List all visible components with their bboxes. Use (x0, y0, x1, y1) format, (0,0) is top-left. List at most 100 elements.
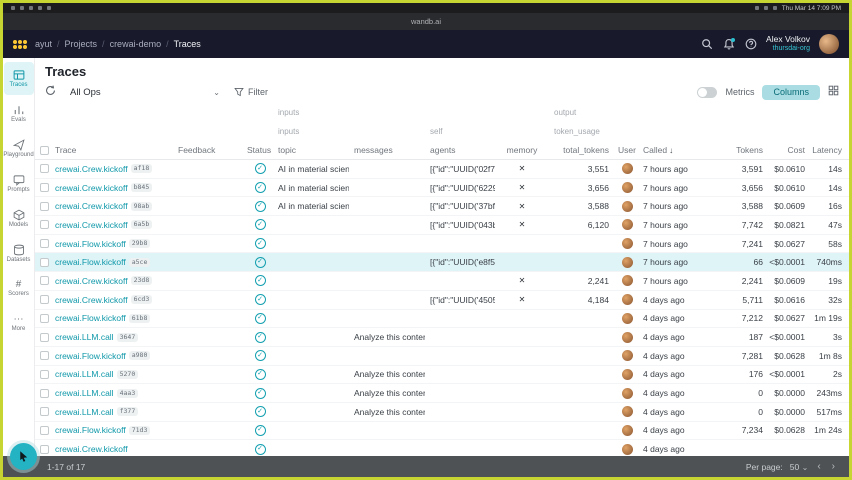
col-topic[interactable]: topic (278, 145, 296, 155)
trace-link[interactable]: crewai.LLM.call (55, 332, 114, 343)
trace-link[interactable]: crewai.LLM.call (55, 369, 114, 380)
col-agents[interactable]: agents (430, 145, 456, 155)
table-row[interactable]: crewai.LLM.call 5270 ✓ Analyze this cont… (35, 366, 849, 385)
trace-link[interactable]: crewai.Flow.kickoff (55, 350, 126, 361)
status-success-icon: ✓ (254, 294, 266, 306)
col-memory[interactable]: memory (506, 145, 538, 155)
trace-link[interactable]: crewai.Crew.kickoff (55, 275, 128, 286)
table-row[interactable]: crewai.Flow.kickoff 61b8 ✓ 4 days ago 7,… (35, 310, 849, 329)
row-checkbox[interactable] (39, 407, 49, 417)
tokens-cell: 3,588 (741, 201, 763, 212)
table-row[interactable]: crewai.Crew.kickoff 98ab ✓ AI in materia… (35, 197, 849, 217)
table-row[interactable]: crewai.Crew.kickoff af18 ✓ AI in materia… (35, 160, 849, 179)
row-checkbox[interactable] (39, 313, 49, 323)
trace-link[interactable]: crewai.LLM.call (55, 388, 114, 399)
search-icon[interactable] (700, 38, 713, 51)
table-row[interactable]: crewai.Crew.kickoff ✓ 4 days ago (35, 440, 849, 456)
sidebar-item-datasets[interactable]: Datasets (4, 237, 34, 270)
trace-link[interactable]: crewai.Crew.kickoff (55, 163, 128, 174)
trace-link[interactable]: crewai.Flow.kickoff (55, 238, 126, 249)
latency-cell: 740ms (816, 257, 842, 268)
row-checkbox[interactable] (39, 332, 49, 342)
row-checkbox[interactable] (39, 257, 49, 267)
trace-link[interactable]: crewai.Flow.kickoff (55, 257, 126, 268)
trace-link[interactable]: crewai.Crew.kickoff (55, 444, 128, 455)
sidebar-item-models[interactable]: Models (4, 202, 34, 235)
col-trace[interactable]: Trace (55, 145, 77, 155)
ops-filter-select[interactable]: All Ops ⌄ (70, 87, 220, 98)
prev-page-button[interactable]: ‹ (817, 461, 821, 472)
col-user[interactable]: User (618, 145, 636, 155)
table-row[interactable]: crewai.Crew.kickoff 23d8 ✓ ✕ 2,241 7 hou… (35, 272, 849, 291)
wandb-logo[interactable] (13, 39, 27, 49)
breadcrumb-page[interactable]: Traces (173, 39, 201, 49)
table-row[interactable]: crewai.Flow.kickoff a980 ✓ 4 days ago 7,… (35, 347, 849, 366)
next-page-button[interactable]: › (831, 461, 835, 472)
sidebar-item-scorers[interactable]: # Scorers (8, 279, 29, 298)
col-cost[interactable]: Cost (787, 145, 805, 155)
row-checkbox[interactable] (39, 276, 49, 286)
row-checkbox[interactable] (39, 201, 49, 211)
row-checkbox[interactable] (39, 164, 49, 174)
row-checkbox[interactable] (39, 388, 49, 398)
table-row[interactable]: crewai.LLM.call 4aa3 ✓ Analyze this cont… (35, 384, 849, 403)
table-row[interactable]: crewai.Crew.kickoff b845 ✓ AI in materia… (35, 179, 849, 198)
user-avatar[interactable] (819, 34, 839, 54)
sidebar-item-traces[interactable]: Traces (3, 62, 34, 95)
row-checkbox[interactable] (39, 351, 49, 361)
latency-cell: 517ms (816, 406, 842, 417)
sidebar-item-prompts[interactable]: Prompts (4, 167, 34, 200)
filter-button[interactable]: Filter (234, 87, 268, 97)
row-checkbox[interactable] (39, 444, 49, 454)
sidebar-item-playground[interactable]: Playground (3, 132, 34, 165)
sidebar-item-more[interactable]: ⋯ More (11, 314, 26, 333)
sort-desc-icon[interactable]: ↓ (669, 146, 674, 155)
menubar-status-icon (29, 6, 33, 10)
col-total-tokens[interactable]: total_tokens (563, 145, 609, 155)
columns-button[interactable]: Columns (762, 84, 820, 100)
table-row[interactable]: crewai.Flow.kickoff a5ce ✓ [{"id":"UUID(… (35, 253, 849, 273)
metrics-toggle[interactable] (697, 86, 718, 98)
help-icon[interactable] (744, 38, 757, 51)
col-latency[interactable]: Latency (812, 145, 842, 155)
row-checkbox[interactable] (39, 369, 49, 379)
table-row[interactable]: crewai.LLM.call f377 ✓ Analyze this cont… (35, 403, 849, 422)
table-row[interactable]: crewai.LLM.call 3647 ✓ Analyze this cont… (35, 328, 849, 347)
trace-link[interactable]: crewai.Crew.kickoff (55, 201, 128, 212)
trace-link[interactable]: crewai.Flow.kickoff (55, 425, 126, 436)
table-row[interactable]: crewai.Crew.kickoff 6a5b ✓ [{"id":"UUID(… (35, 216, 849, 235)
table-row[interactable]: crewai.Flow.kickoff 71d3 ✓ 4 days ago 7,… (35, 422, 849, 441)
trace-link[interactable]: crewai.Crew.kickoff (55, 294, 128, 305)
row-checkbox[interactable] (39, 220, 49, 230)
row-checkbox[interactable] (39, 183, 49, 193)
table-row[interactable]: crewai.Crew.kickoff 6cd3 ✓ [{"id":"UUID(… (35, 291, 849, 310)
grid-view-icon[interactable] (828, 83, 839, 101)
breadcrumb-project[interactable]: crewai-demo (109, 39, 162, 49)
col-called[interactable]: Called ↓ (643, 145, 674, 155)
trace-link[interactable]: crewai.Crew.kickoff (55, 219, 128, 230)
select-all-checkbox[interactable] (39, 145, 49, 155)
row-checkbox[interactable] (39, 425, 49, 435)
row-checkbox[interactable] (39, 239, 49, 249)
col-tokens[interactable]: Tokens (736, 145, 763, 155)
breadcrumb-entity[interactable]: ayut (35, 39, 53, 49)
table-row[interactable]: crewai.Flow.kickoff 29b8 ✓ 7 hours ago 7… (35, 235, 849, 254)
trace-link[interactable]: crewai.LLM.call (55, 406, 114, 417)
notifications-bell-icon[interactable] (722, 37, 736, 51)
tokens-cell: 7,281 (741, 350, 763, 361)
user-block[interactable]: Alex Volkov thursdai-org (766, 34, 810, 53)
col-status[interactable]: Status (247, 145, 272, 155)
col-messages[interactable]: messages (354, 145, 393, 155)
browser-tab-title[interactable]: wandb.ai (410, 17, 442, 26)
called-cell: 4 days ago (643, 294, 685, 305)
trace-link[interactable]: crewai.Crew.kickoff (55, 182, 128, 193)
cost-cell: $0.0609 (774, 201, 805, 212)
status-success-icon: ✓ (254, 219, 266, 231)
refresh-icon[interactable] (45, 83, 56, 101)
per-page-select[interactable]: 50 ⌄ (789, 461, 809, 472)
row-checkbox[interactable] (39, 295, 49, 305)
sidebar-item-evals[interactable]: Evals (4, 97, 34, 130)
trace-link[interactable]: crewai.Flow.kickoff (55, 313, 126, 324)
breadcrumb-projects[interactable]: Projects (64, 39, 98, 49)
col-feedback[interactable]: Feedback (178, 145, 216, 155)
